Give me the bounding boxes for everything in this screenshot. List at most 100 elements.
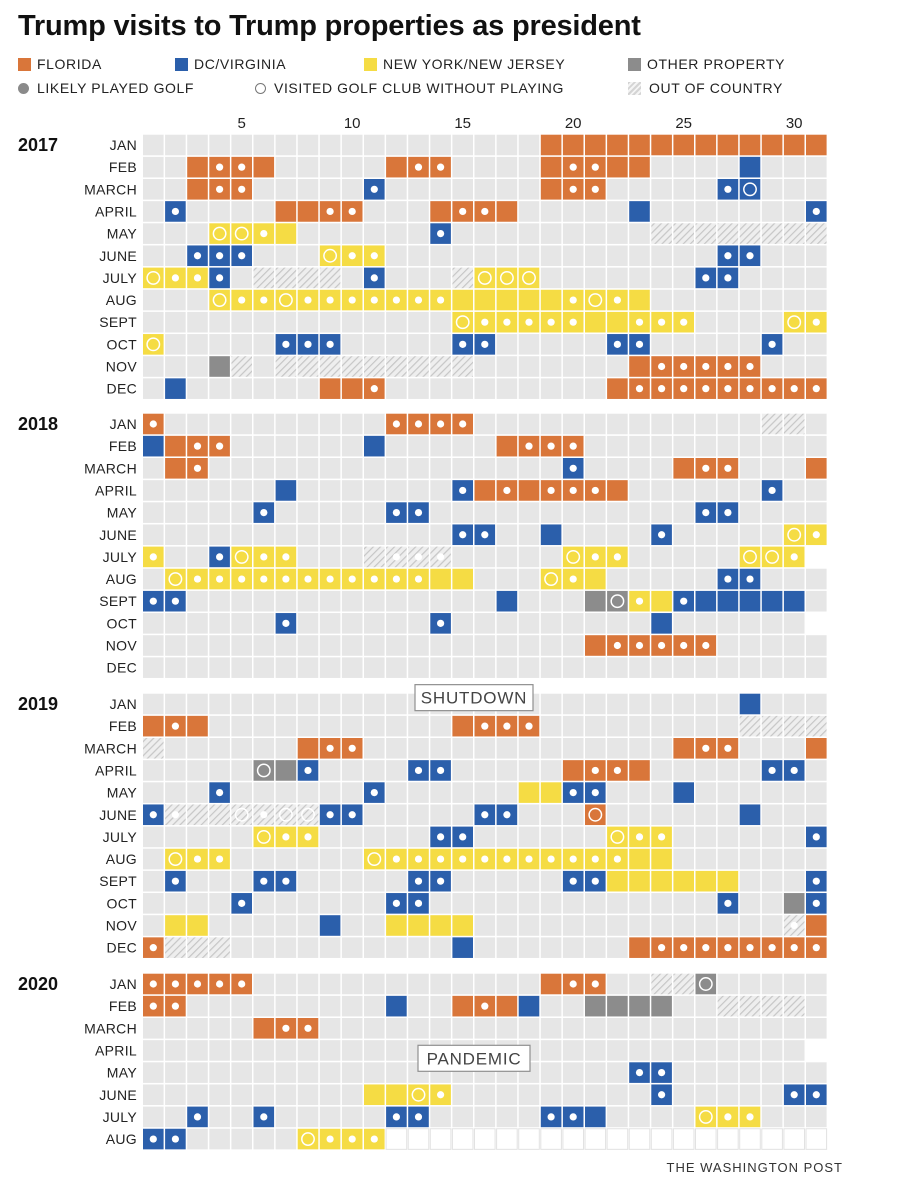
golf-dot	[658, 362, 666, 371]
day-cell	[452, 715, 473, 737]
day-cell	[408, 715, 429, 737]
day-cell	[607, 826, 628, 848]
day-cell	[143, 915, 164, 936]
golf-dot	[149, 553, 157, 561]
day-cell	[253, 893, 275, 914]
visit-ring	[168, 852, 183, 866]
day-cell	[651, 267, 672, 289]
day-cell	[651, 156, 672, 178]
day-cell	[673, 480, 694, 501]
day-cell	[253, 1018, 275, 1039]
day-cell	[651, 715, 672, 737]
chart-title: Trump visits to Trump properties as pres…	[18, 10, 641, 42]
golf-dot	[260, 811, 268, 819]
day-cell	[319, 458, 341, 479]
golf-dot	[569, 855, 577, 863]
day-cell	[165, 289, 186, 311]
day-cell	[364, 760, 385, 781]
golf-dot	[348, 1135, 356, 1143]
day-cell	[540, 613, 562, 634]
golf-dot	[724, 899, 732, 907]
day-cell	[430, 657, 451, 678]
month-label: NOV	[106, 638, 138, 654]
golf-dot	[260, 1113, 268, 1121]
day-cell	[386, 356, 407, 377]
day-cell	[806, 267, 827, 289]
day-cell	[231, 524, 252, 546]
golf-dot	[304, 833, 312, 841]
day-cell	[739, 995, 761, 1017]
golf-dot	[304, 1024, 312, 1032]
day-cell	[231, 223, 252, 244]
golf-dot	[216, 185, 224, 193]
day-cell	[319, 1084, 341, 1106]
day-cell	[386, 1084, 407, 1106]
day-cell	[143, 134, 164, 156]
day-cell	[165, 311, 186, 333]
day-cell	[408, 1084, 429, 1106]
day-cell	[253, 458, 275, 479]
day-cell	[452, 804, 473, 826]
golf-dot	[437, 163, 445, 171]
day-cell	[585, 915, 606, 936]
legend-label-new-york: NEW YORK/NEW JERSEY	[383, 56, 566, 72]
day-cell	[452, 738, 473, 759]
golf-dot	[370, 185, 378, 193]
day-cell	[275, 311, 297, 333]
day-cell	[187, 782, 208, 803]
day-cell	[673, 1018, 694, 1039]
day-cell	[341, 782, 363, 803]
day-cell	[783, 973, 805, 995]
day-cell	[783, 657, 805, 678]
day-cell	[209, 289, 230, 311]
day-cell	[562, 738, 584, 759]
day-cell	[297, 715, 319, 737]
day-cell	[209, 1128, 230, 1150]
day-cell	[341, 378, 363, 399]
visit-ring	[256, 829, 271, 844]
day-cell	[540, 635, 562, 656]
day-cell	[275, 657, 297, 678]
day-cell	[783, 1040, 805, 1061]
day-cell	[673, 435, 694, 457]
day-cell	[143, 156, 164, 178]
visit-ring	[588, 807, 603, 822]
day-cell	[585, 1084, 606, 1106]
day-cell	[253, 267, 275, 289]
day-cell	[695, 590, 717, 612]
day-cell	[430, 738, 451, 759]
day-cell	[452, 223, 473, 244]
day-cell	[386, 804, 407, 826]
day-cell	[297, 134, 319, 156]
day-cell	[231, 311, 252, 333]
day-cell	[474, 1018, 496, 1039]
day-cell	[275, 715, 297, 737]
day-cell	[673, 502, 694, 523]
golf-dot	[525, 442, 533, 450]
day-cell	[695, 826, 717, 848]
day-cell	[364, 657, 385, 678]
day-cell	[739, 334, 761, 355]
day-cell	[364, 1084, 385, 1106]
day-cell	[253, 480, 275, 501]
golf-dot	[591, 855, 599, 863]
day-cell	[739, 848, 761, 870]
day-cell	[297, 804, 319, 826]
day-cell	[143, 568, 164, 590]
day-cell	[783, 458, 805, 479]
day-cell	[496, 245, 518, 267]
day-cell	[518, 134, 540, 156]
golf-dot	[437, 766, 445, 775]
day-cell	[209, 590, 230, 612]
month-label: AUG	[106, 292, 137, 308]
day-cell	[806, 590, 827, 612]
legend-swatch-new-york	[364, 58, 377, 71]
day-cell	[629, 693, 650, 715]
day-cell	[629, 870, 650, 892]
golf-dot	[658, 318, 666, 326]
golf-dot	[790, 1091, 798, 1099]
golf-dot	[348, 207, 356, 216]
month-label: JAN	[110, 137, 137, 153]
visit-ring	[544, 572, 559, 586]
day-cell	[562, 893, 584, 914]
